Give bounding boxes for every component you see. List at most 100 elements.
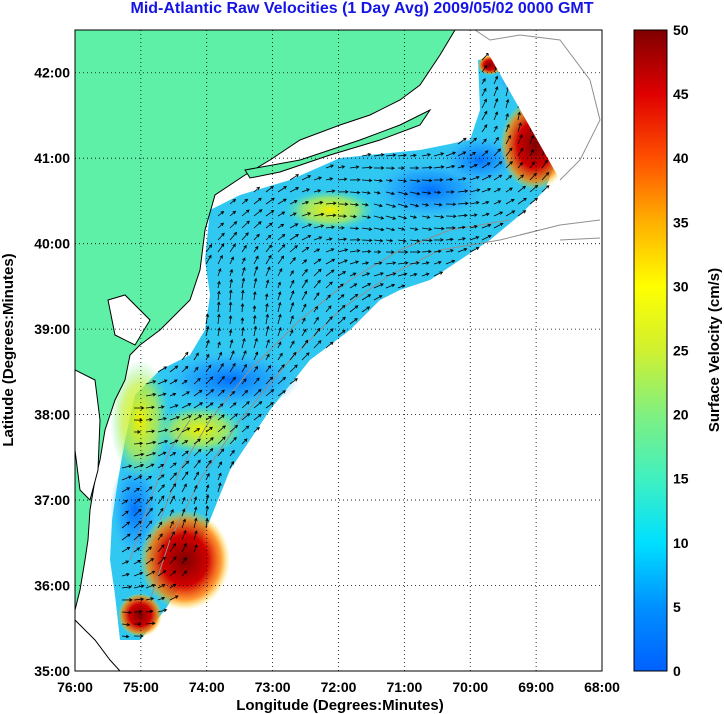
- velocity-arrow: [361, 202, 369, 207]
- velocity-arrow: [493, 222, 504, 229]
- velocity-arrow: [252, 314, 257, 325]
- velocity-arrow: [133, 498, 141, 505]
- velocity-arrow: [373, 250, 382, 254]
- velocity-arrow: [313, 236, 323, 241]
- velocity-arrow: [541, 185, 550, 193]
- velocity-arrow: [193, 438, 201, 445]
- velocity-arrow: [145, 496, 154, 505]
- velocity-arrow: [433, 202, 443, 207]
- velocity-arrow: [325, 341, 334, 349]
- velocity-arrow: [529, 161, 535, 169]
- velocity-arrow: [337, 237, 348, 242]
- colorbar: [633, 29, 668, 672]
- velocity-arrow: [457, 237, 466, 241]
- velocity-arrow: [181, 403, 192, 409]
- velocity-arrow: [385, 191, 395, 196]
- velocity-arrow: [349, 178, 361, 182]
- velocity-arrow: [253, 209, 263, 217]
- velocity-arrow: [313, 258, 322, 265]
- velocity-arrow: [217, 436, 226, 445]
- velocity-arrow: [325, 281, 333, 289]
- velocity-arrow: [169, 439, 179, 445]
- velocity-arrow: [301, 317, 306, 325]
- velocity-arrow: [361, 178, 373, 183]
- velocity-arrow: [169, 556, 177, 565]
- velocity-arrow: [313, 176, 323, 181]
- velocity-arrow: [469, 200, 480, 205]
- velocity-arrow: [157, 570, 167, 577]
- velocity-arrow: [505, 98, 510, 109]
- velocity-arrow: [265, 210, 275, 217]
- velocity-arrow: [169, 472, 177, 481]
- y-tick-label: 40:00: [34, 236, 70, 252]
- x-axis-label: Longitude (Degrees:Minutes): [236, 697, 444, 714]
- velocity-arrow: [205, 437, 214, 445]
- velocity-arrow: [517, 210, 527, 217]
- velocity-arrow: [241, 401, 250, 409]
- velocity-arrow: [193, 377, 201, 385]
- velocity-arrow: [289, 270, 294, 277]
- velocity-arrow: [181, 415, 192, 421]
- velocity-arrow: [409, 166, 420, 170]
- velocity-arrow: [289, 364, 298, 373]
- velocity-arrow: [541, 159, 548, 169]
- velocity-arrow: [217, 280, 221, 289]
- velocity-arrow: [301, 235, 312, 241]
- colorbar-tick-label: 25: [673, 343, 689, 359]
- velocity-arrow: [349, 190, 361, 195]
- velocity-arrow: [181, 450, 189, 457]
- velocity-arrow: [145, 452, 157, 457]
- velocity-arrow: [505, 147, 513, 157]
- velocity-arrow: [277, 198, 287, 205]
- colorbar-tick-label: 40: [673, 150, 689, 166]
- velocity-arrow: [265, 222, 273, 229]
- velocity-arrow: [169, 542, 176, 553]
- velocity-arrow: [385, 238, 394, 243]
- velocity-arrow: [421, 215, 431, 219]
- y-tick-label: 42:00: [34, 65, 70, 81]
- velocity-arrow: [157, 556, 166, 565]
- velocity-arrow: [169, 392, 177, 397]
- velocity-arrow: [469, 163, 478, 169]
- velocity-arrow: [301, 212, 312, 217]
- velocity-arrow: [289, 301, 295, 313]
- velocity-arrow: [265, 254, 272, 265]
- velocity-arrow: [433, 260, 442, 265]
- velocity-arrow: [145, 380, 157, 385]
- velocity-arrow: [313, 200, 324, 205]
- velocity-arrow: [241, 378, 247, 385]
- velocity-arrow: [265, 376, 274, 385]
- velocity-arrow: [193, 428, 201, 433]
- velocity-arrow: [481, 87, 487, 97]
- velocity-arrow: [397, 272, 408, 277]
- velocity-arrow: [385, 166, 396, 170]
- velocity-arrow: [301, 259, 308, 265]
- velocity-arrow: [217, 403, 224, 409]
- velocity-arrow: [265, 364, 272, 373]
- velocity-arrow: [181, 508, 186, 517]
- velocity-arrow: [373, 261, 383, 265]
- velocity-arrow: [433, 152, 445, 157]
- velocity-arrow: [325, 269, 335, 277]
- velocity-arrow: [361, 306, 371, 313]
- velocity-arrow: [421, 272, 430, 277]
- velocity-arrow: [349, 249, 361, 253]
- velocity-arrow: [277, 352, 283, 361]
- velocity-arrow: [253, 197, 262, 205]
- velocity-arrow: [313, 248, 321, 253]
- velocity-arrow: [421, 153, 432, 157]
- velocity-arrow: [133, 418, 144, 422]
- velocity-arrow: [145, 558, 155, 565]
- velocity-arrow: [409, 239, 421, 243]
- velocity-arrow: [193, 471, 199, 481]
- velocity-arrow: [133, 463, 145, 469]
- velocity-arrow: [409, 227, 419, 231]
- velocity-arrow: [265, 302, 269, 313]
- velocity-arrow: [193, 517, 198, 529]
- velocity-arrow: [277, 267, 283, 277]
- velocity-arrow: [433, 215, 445, 219]
- velocity-arrow: [253, 245, 259, 253]
- velocity-arrow: [145, 570, 156, 577]
- velocity-arrow: [133, 508, 142, 517]
- velocity-arrow: [445, 226, 456, 230]
